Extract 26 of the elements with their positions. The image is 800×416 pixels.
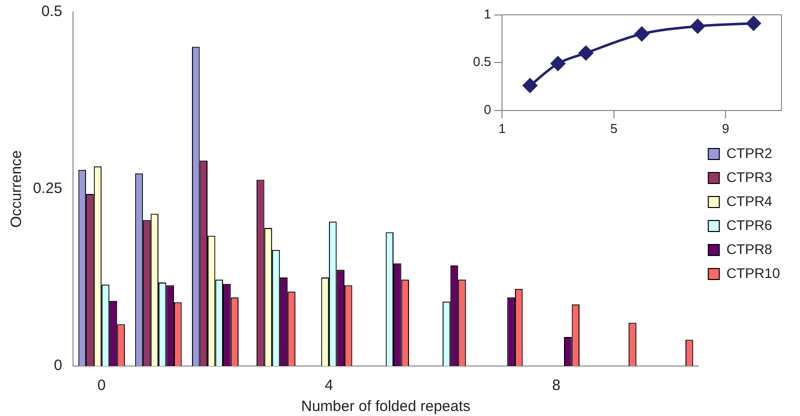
point [550,56,566,71]
legend-label: CTPR3 [726,168,772,185]
y-axis-title: Occurrence [8,150,26,228]
x-axis-title: Number of folded repeats [301,398,470,416]
point [690,19,705,34]
x-tick-label: 5 [610,120,618,136]
legend-label: CTPR4 [726,192,772,209]
y-tick-label: 0.5 [41,3,62,20]
point [634,26,650,42]
point [578,46,594,60]
x-tick-label: 0 [97,377,106,394]
x-tick-label: 4 [324,377,334,394]
y-tick-label: 0 [484,102,492,117]
y-tick-label: 1 [484,6,492,22]
y-tick-label: 0 [54,357,62,374]
y-tick-label: 0.5 [472,54,492,70]
point [522,78,538,93]
y-tick-label: 0.25 [32,180,62,198]
legend-label: CTPR8 [726,240,772,257]
x-tick-label: 9 [722,120,730,136]
point [746,16,761,31]
x-tick-label: 8 [552,377,560,394]
legend-label: CTPR2 [726,144,772,161]
legend-label: CTPR6 [726,216,772,233]
x-tick-label: 1 [498,120,506,136]
legend-label: CTPR10 [726,264,780,281]
